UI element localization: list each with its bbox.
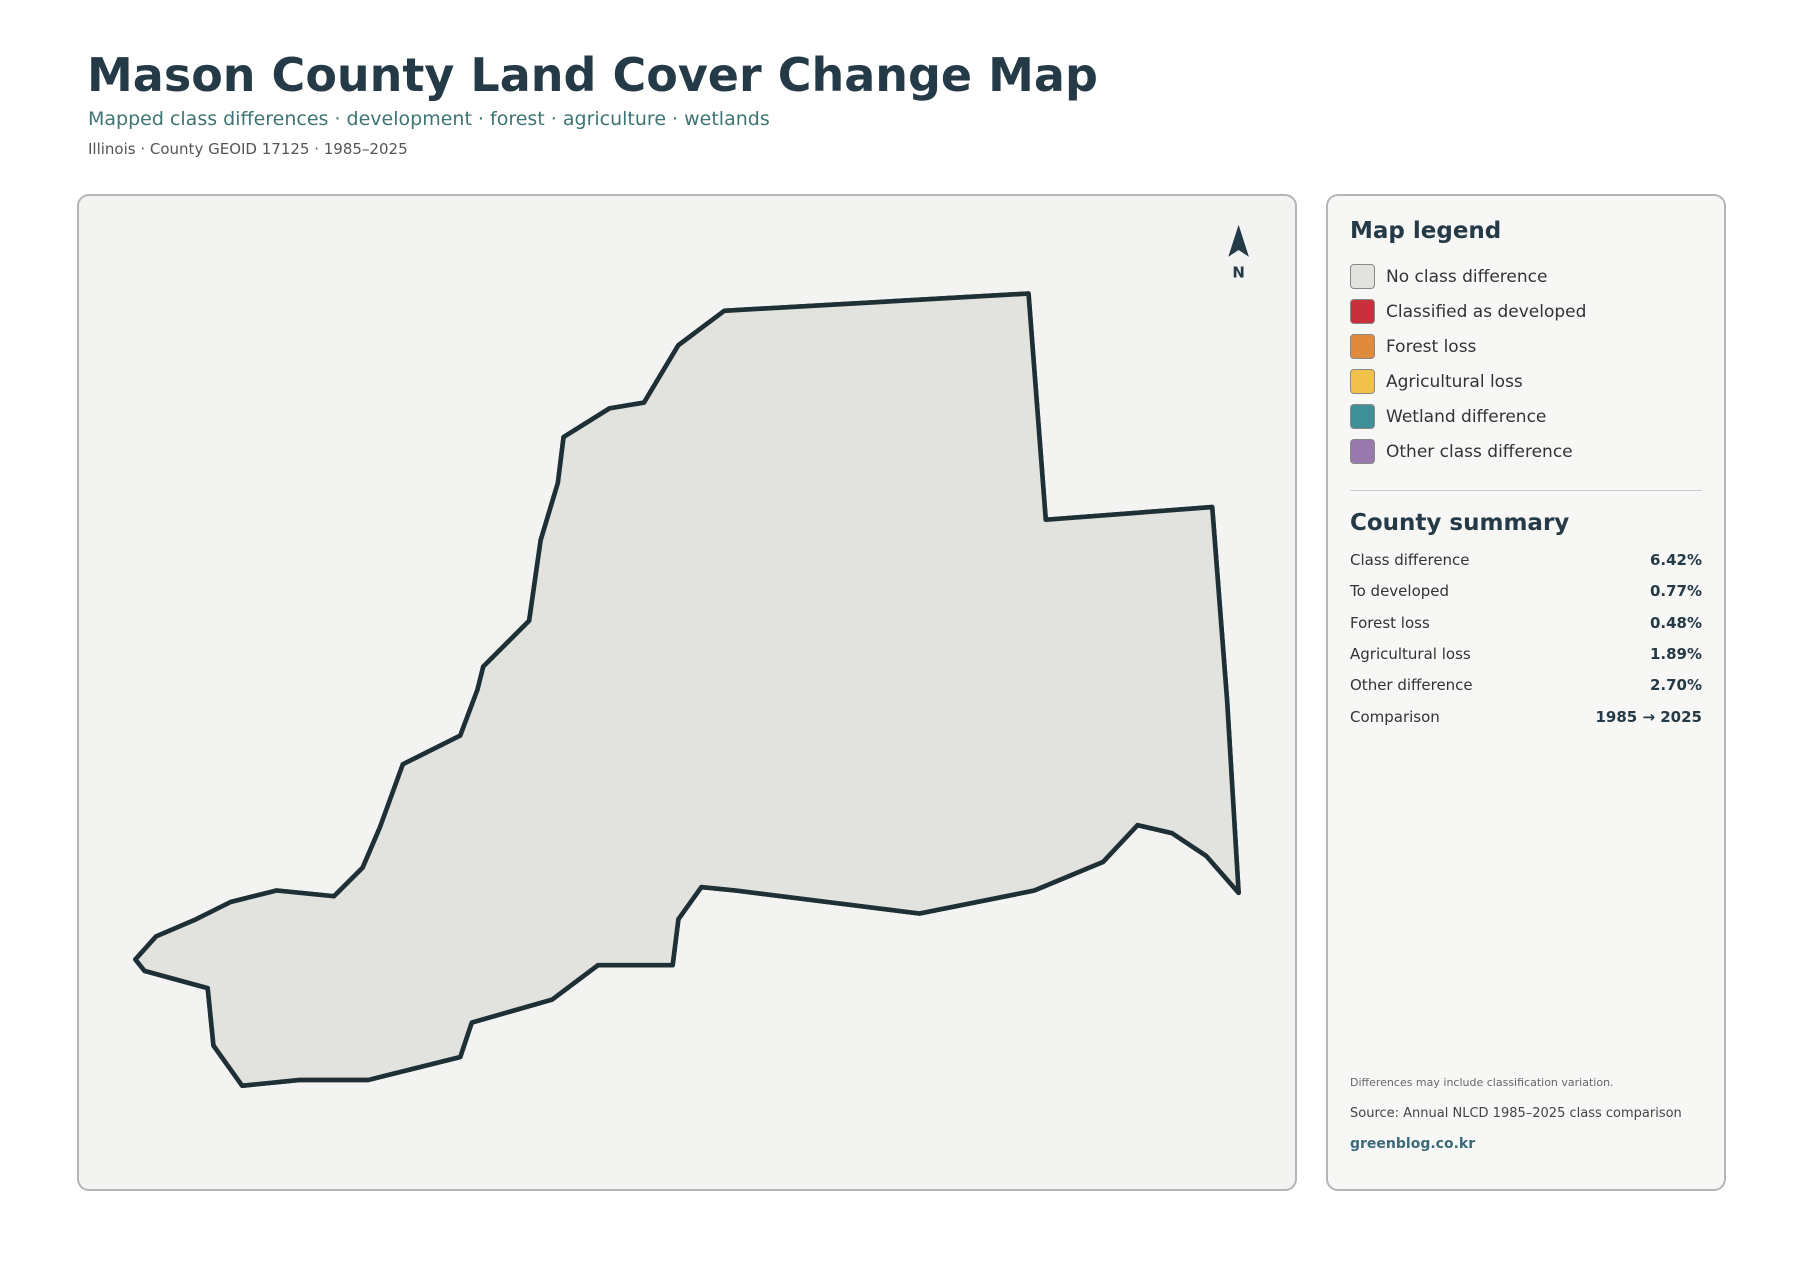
- legend-swatch: [1350, 404, 1375, 429]
- summary-row: Comparison 1985 → 2025: [1350, 708, 1702, 726]
- map-panel: N: [77, 194, 1297, 1191]
- summary-label: Comparison: [1350, 707, 1440, 726]
- legend-swatch: [1350, 334, 1375, 359]
- legend-swatch: [1350, 264, 1375, 289]
- summary-value: 1985 → 2025: [1595, 707, 1702, 726]
- summary-value: 6.42%: [1649, 551, 1702, 569]
- legend-swatch: [1350, 299, 1375, 324]
- meta: Illinois · County GEOID 17125 · 1985–202…: [88, 140, 408, 158]
- map: N: [133, 224, 1249, 1189]
- legend-item: Agricultural loss: [1350, 369, 1523, 394]
- legend-label: No class difference: [1386, 266, 1548, 287]
- county-outline: [135, 294, 1238, 1086]
- legend-item: Other class difference: [1350, 439, 1573, 464]
- summary-row: Class difference 6.42%: [1350, 551, 1702, 569]
- summary-row: Agricultural loss 1.89%: [1350, 645, 1702, 663]
- summary-value: 2.70%: [1649, 676, 1702, 695]
- divider: [1350, 490, 1702, 491]
- legend-item: Wetland difference: [1350, 404, 1546, 429]
- north-label: N: [1232, 264, 1244, 282]
- source: Source: Annual NLCD 1985–2025 class comp…: [1350, 1106, 1682, 1121]
- summary-value: 0.48%: [1649, 613, 1702, 632]
- legend-label: Wetland difference: [1386, 406, 1547, 427]
- subtitle: Mapped class differences · development ·…: [88, 108, 770, 130]
- summary-label: To developed: [1350, 582, 1450, 601]
- legend-item: Forest loss: [1350, 334, 1476, 359]
- legend-item: Classified as developed: [1350, 299, 1586, 324]
- summary-value: 1.89%: [1649, 644, 1702, 663]
- legend-label: Agricultural loss: [1386, 371, 1523, 392]
- legend-label: Forest loss: [1386, 336, 1477, 357]
- summary-title: County summary: [1350, 510, 1570, 536]
- summary-label: Forest loss: [1350, 613, 1430, 632]
- north-arrow: [1228, 224, 1249, 257]
- summary-label: Other difference: [1350, 676, 1473, 695]
- legend-panel: Map legend No class difference Classified…: [1326, 194, 1726, 1191]
- legend-label: Other class difference: [1386, 441, 1573, 462]
- legend-label: Classified as developed: [1386, 301, 1587, 322]
- legend-item: No class difference: [1350, 264, 1547, 289]
- site-link[interactable]: greenblog.co.kr: [1350, 1136, 1476, 1152]
- legend-swatch: [1350, 439, 1375, 464]
- note: Differences may include classification v…: [1350, 1076, 1614, 1089]
- summary-row: Other difference 2.70%: [1350, 676, 1702, 694]
- summary-label: Class difference: [1350, 551, 1470, 569]
- title: Mason County Land Cover Change Map: [87, 48, 1098, 102]
- legend-swatch: [1350, 369, 1375, 394]
- summary-value: 0.77%: [1649, 582, 1702, 601]
- summary-row: To developed 0.77%: [1350, 582, 1702, 600]
- summary-label: Agricultural loss: [1350, 644, 1471, 663]
- legend-title: Map legend: [1350, 218, 1502, 244]
- summary-row: Forest loss 0.48%: [1350, 614, 1702, 632]
